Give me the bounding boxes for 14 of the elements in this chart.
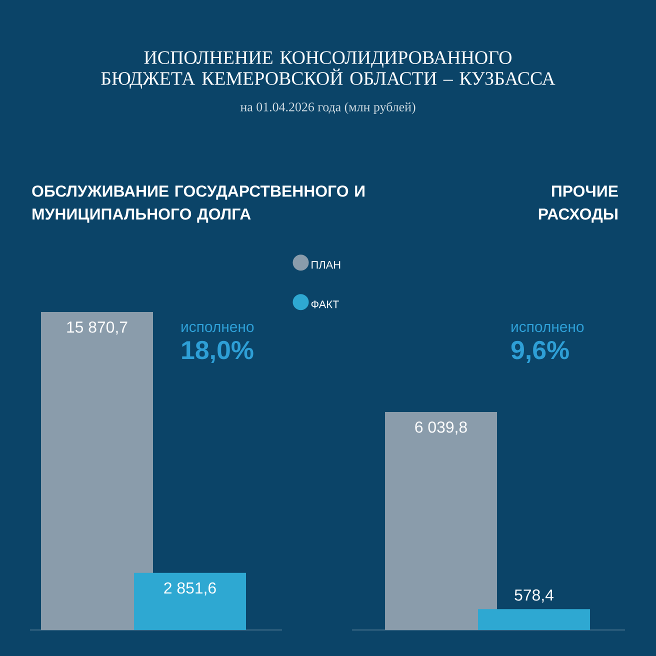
text: на 01.04.2026 года (млн рублей) <box>240 102 416 114</box>
data-label: 578,4 <box>514 589 554 603</box>
data-label: 15 870,7 <box>67 321 128 335</box>
data-label: 2 851,6 <box>164 582 216 596</box>
annotation: 18,0% <box>182 340 254 364</box>
legend-label: ПЛАН <box>312 261 340 269</box>
text: исполнено <box>512 324 584 332</box>
text: ПРОЧИЕ РАСХОДЫ <box>538 186 618 223</box>
annotation: исполнено <box>182 324 254 332</box>
legend-label: ФАКТ <box>311 300 339 308</box>
text: ОБСЛУЖИВАНИЕ ГОСУДАРСТВЕННОГО И МУНИЦИПАЛЬНОГО ДОЛГА <box>32 186 364 223</box>
text: 9,6% <box>511 340 569 364</box>
data-label: 6 039,8 <box>415 421 467 435</box>
text: ИСПОЛНЕНИЕ КОНСОЛИДИРОВАННОГО БЮДЖЕТА КЕМЕРОВСКОЙ ОБЛАСТИ – КУЗБАССА <box>101 51 556 89</box>
